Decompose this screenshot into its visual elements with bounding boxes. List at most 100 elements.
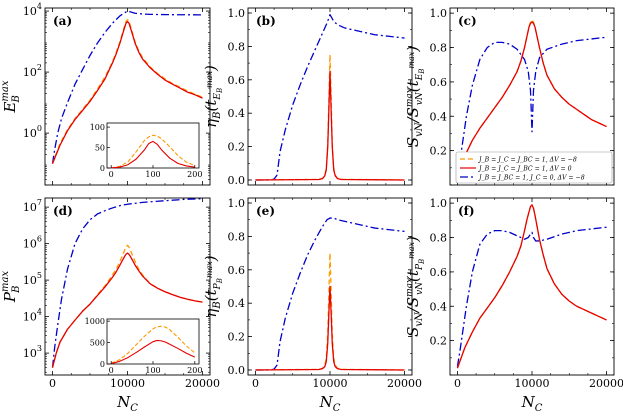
y-axis-label-sub: vN xyxy=(414,311,425,327)
y-axis-label-sup2: max xyxy=(405,278,415,297)
inset-a: 0 100 200 0 50 100 xyxy=(90,122,202,179)
y-axis-label: SvN/SmaxvN(tPBmax) xyxy=(404,236,426,337)
panel-c: 0.20.40.60.81.0(c)SvN/SmaxvN(tEBmax)J_B … xyxy=(404,7,615,186)
y-axis-label-sub2: vN xyxy=(415,281,425,295)
inset-x-tick-label: 0 xyxy=(109,366,114,375)
y-tick-label: 0.6 xyxy=(228,264,246,277)
y-tick-label: 0.6 xyxy=(228,74,246,87)
x-axis-label-sub: C xyxy=(535,403,543,414)
inset-x-tick-label: 100 xyxy=(145,170,160,179)
series-line-d-inset-1 xyxy=(111,339,196,365)
inset-frame-bg xyxy=(106,122,200,169)
y-axis-label-psub: P xyxy=(415,263,425,271)
series-line-b-0 xyxy=(255,14,405,181)
y-axis-label-close: ) xyxy=(404,46,422,53)
x-axis-label-sub: C xyxy=(333,403,341,414)
x-axis-label: NC xyxy=(521,393,543,414)
y-axis-label-sub: B xyxy=(11,95,22,103)
x-tick-label: 0 xyxy=(454,377,461,390)
inset-y-tick-label: 0 xyxy=(100,164,105,173)
y-axis-label-sup: max xyxy=(0,80,11,101)
x-axis-label-main: N xyxy=(521,393,536,411)
y-axis-label-sub: B xyxy=(212,112,223,120)
series-line-c-0 xyxy=(456,36,607,177)
series-group xyxy=(51,198,203,368)
y-axis-label-sup2: max xyxy=(405,88,415,107)
y-axis-label-psup: max xyxy=(407,51,416,68)
y-tick-label: 0.4 xyxy=(228,297,246,310)
y-axis-label-close: ) xyxy=(202,255,220,262)
y-axis-label-paren: (t xyxy=(404,79,422,92)
y-tick-label: 1.0 xyxy=(228,197,246,210)
series-group xyxy=(456,19,607,177)
inset-x-tick-label: 0 xyxy=(109,170,114,179)
series-line-e-1 xyxy=(255,252,405,371)
y-tick-label: 0.6 xyxy=(430,266,448,279)
series-line-a-0 xyxy=(51,10,203,164)
y-axis-label-close: ) xyxy=(202,65,220,72)
y-tick-label: 0.4 xyxy=(430,110,448,123)
x-axis-label-sub: C xyxy=(130,403,138,414)
y-tick-label: 107 xyxy=(23,198,42,214)
y-axis-label-main: E xyxy=(1,102,19,114)
y-tick-label: 0.0 xyxy=(228,174,246,187)
y-axis-label-sub: B xyxy=(212,301,223,309)
panel-label: (d) xyxy=(53,204,73,218)
legend-entry-label: J_B = J_BC = 1, J_C = 0, ΔV = −8 xyxy=(477,175,585,182)
y-tick-label: 1.0 xyxy=(228,7,246,20)
panel-label: (e) xyxy=(256,204,275,218)
y-tick-base: 10 xyxy=(23,127,37,140)
y-axis-label-psub: E xyxy=(415,73,425,81)
y-axis-label: EmaxB xyxy=(0,80,22,113)
y-axis-label: SvN/SmaxvN(tEBmax) xyxy=(404,46,426,147)
series-group xyxy=(255,217,405,371)
x-axis-label: NC xyxy=(319,393,341,414)
y-axis-label-paren: (t xyxy=(404,269,422,282)
y-axis-label-close: ) xyxy=(404,236,422,243)
series-line-a-inset-0 xyxy=(111,134,196,169)
y-axis-label-sub: B xyxy=(11,286,22,294)
y-tick-base: 10 xyxy=(23,311,37,324)
inset-y-tick-label: 500 xyxy=(90,339,105,348)
x-tick-label: 20000 xyxy=(589,377,623,390)
y-tick-label: 104 xyxy=(23,2,42,18)
series-line-e-2 xyxy=(255,285,405,371)
x-tick-label: 0 xyxy=(252,377,259,390)
y-tick-label: 0.8 xyxy=(228,230,246,243)
y-axis-label-main: S xyxy=(404,327,422,337)
y-axis-label-main: η xyxy=(202,309,220,318)
series-line-d-0 xyxy=(51,198,203,368)
y-tick-label: 104 xyxy=(23,308,42,324)
legend-entry-label: J_B = J_C = J_BC = 1, ΔV = −8 xyxy=(477,157,577,164)
series-line-d-inset-0 xyxy=(110,325,196,364)
y-tick-exponent: 2 xyxy=(37,63,42,72)
panel-b: 0.00.20.40.60.81.0(b)ηB(tEBmax) xyxy=(202,7,413,187)
inset-x-tick-label: 200 xyxy=(187,366,202,375)
panel-label: (a) xyxy=(53,14,72,28)
y-tick-label: 100 xyxy=(23,124,42,140)
series-group xyxy=(456,204,607,369)
y-tick-label: 0.8 xyxy=(430,232,448,245)
y-tick-base: 10 xyxy=(23,66,37,79)
inset-x-tick-label: 100 xyxy=(145,366,160,375)
y-axis-label-psubsub: B xyxy=(418,259,426,265)
legend-entry-label: J_B = J_C = J_BC = 1, ΔV = 0 xyxy=(477,166,572,173)
y-axis-label-paren: (t xyxy=(202,99,220,112)
y-axis-label-main: S xyxy=(404,137,422,147)
panel-label: (f) xyxy=(458,204,475,218)
series-line-a-2 xyxy=(51,20,203,164)
y-axis-label-psup: max xyxy=(205,261,214,278)
legend-frame xyxy=(455,151,613,184)
x-tick-label: 20000 xyxy=(185,377,220,390)
y-tick-exponent: 6 xyxy=(37,235,42,244)
inset-y-tick-label: 0 xyxy=(100,360,105,369)
y-axis-label: ηB(tPBmax) xyxy=(202,255,224,317)
series-line-e-0 xyxy=(255,217,405,371)
y-tick-label: 0.2 xyxy=(430,145,448,158)
panel-e: 0 10000 200000.00.20.40.60.81.0(e)ηB(tPBma… xyxy=(202,197,422,414)
y-tick-base: 10 xyxy=(23,238,37,251)
panel-label: (b) xyxy=(256,14,276,28)
y-axis-label-sub: vN xyxy=(414,121,425,137)
